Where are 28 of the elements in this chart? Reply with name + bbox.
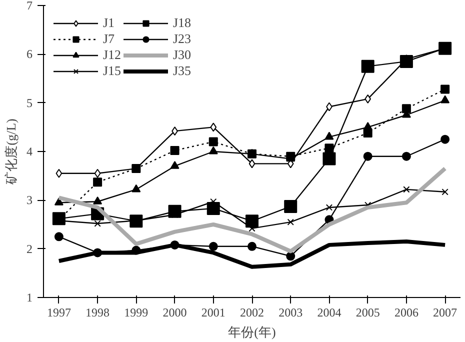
x-tick-label: 2006 (394, 306, 418, 320)
y-tick-label: 3 (26, 193, 32, 208)
x-axis-title: 年份(年) (228, 324, 276, 340)
x-tick-label: 2000 (162, 306, 187, 320)
legend-label: J12 (103, 47, 122, 63)
legend-label: J23 (173, 31, 192, 47)
x-tick-label: 2007 (433, 306, 458, 320)
legend-label: J30 (173, 47, 192, 63)
y-tick-label: 6 (26, 47, 32, 62)
y-axis-title: 矿化度(g/L) (4, 118, 18, 186)
legend-label: J1 (103, 15, 116, 31)
legend-label: J35 (173, 63, 192, 79)
x-tick-label: 2001 (201, 306, 226, 320)
y-tick-label: 1 (26, 290, 32, 304)
x-tick-label: 2005 (356, 306, 380, 320)
x-tick-label: 2004 (317, 306, 342, 320)
x-tick-label: 2003 (278, 306, 303, 320)
y-tick-label: 5 (26, 96, 32, 110)
legend-label: J15 (103, 63, 122, 79)
x-tick-label: 1998 (86, 306, 110, 320)
x-tick-label: 2002 (240, 306, 264, 320)
x-tick-label: 1999 (124, 306, 148, 320)
x-tick-label: 1997 (46, 306, 71, 320)
y-tick-label: 2 (26, 242, 32, 256)
y-tick-label: 4 (26, 144, 32, 158)
y-tick-label: 7 (26, 0, 32, 12)
legend-label: J7 (103, 31, 116, 47)
legend-label: J18 (173, 15, 192, 31)
